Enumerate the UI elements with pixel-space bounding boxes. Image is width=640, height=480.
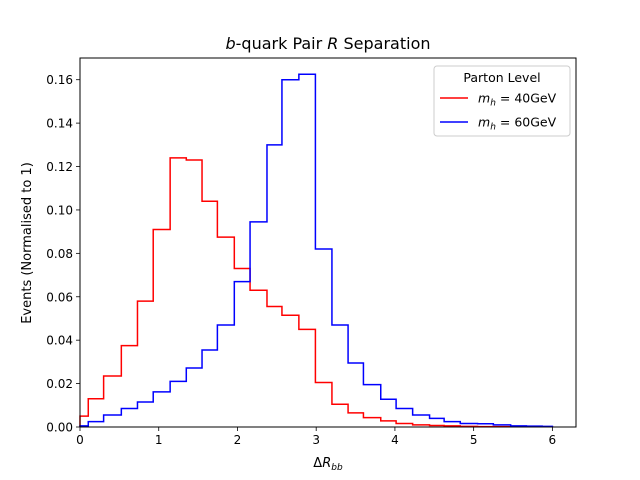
y-tick-label: 0.16 — [46, 73, 73, 87]
x-tick-label: 4 — [391, 433, 399, 447]
title-post: Separation — [338, 34, 430, 53]
series-2-step-line — [79, 73, 554, 428]
y-tick-label: 0.06 — [46, 290, 73, 304]
y-axis-label: Events (Normalised to 1) — [20, 162, 35, 324]
legend-label-sub: h — [490, 99, 496, 109]
title-italic-b: b — [225, 34, 235, 53]
legend-box — [433, 65, 571, 137]
y-tick-label: 0.08 — [46, 247, 73, 261]
chart-title: b-quark Pair R Separation — [225, 34, 430, 53]
legend-label-sub: h — [490, 123, 496, 133]
y-tick-label: 0.02 — [46, 377, 73, 391]
y-tick-label: 0.00 — [46, 421, 73, 435]
series-layer — [79, 73, 554, 428]
y-tick-label: 0.14 — [46, 117, 73, 131]
x-tick-label: 5 — [470, 433, 478, 447]
x-axis-label: ΔRbb — [313, 456, 343, 473]
legend-label-rest: = 60GeV — [496, 115, 557, 130]
legend-label-1: mh = 40GeV — [478, 91, 557, 109]
x-tick-label: 6 — [549, 433, 557, 447]
x-tick-label: 3 — [312, 433, 320, 447]
legend-label-m: m — [478, 115, 490, 130]
series-1-step-line — [79, 157, 554, 428]
title-mid: -quark Pair — [236, 34, 328, 53]
y-tick-label: 0.10 — [46, 203, 73, 217]
x-tick-label: 2 — [234, 433, 242, 447]
legend-label-2: mh = 60GeV — [478, 115, 557, 133]
legend-label-m: m — [478, 91, 490, 106]
x-label-delta: Δ — [313, 456, 322, 471]
y-axis: 0.00 0.02 0.04 0.06 0.08 0.10 0.12 0.14 0.16 — [46, 73, 80, 435]
x-label-subscript: bb — [331, 463, 343, 473]
x-tick-label: 1 — [155, 433, 163, 447]
plot-frame — [79, 57, 577, 428]
title-italic-r: R — [327, 34, 338, 53]
x-axis: 0 1 2 3 4 5 6 — [76, 427, 556, 447]
x-tick-label: 0 — [76, 433, 84, 447]
legend-title: Parton Level — [463, 70, 540, 85]
x-label-var: R — [322, 456, 331, 471]
y-tick-label: 0.12 — [46, 160, 73, 174]
legend-label-rest: = 40GeV — [496, 91, 557, 106]
y-tick-label: 0.04 — [46, 334, 73, 348]
